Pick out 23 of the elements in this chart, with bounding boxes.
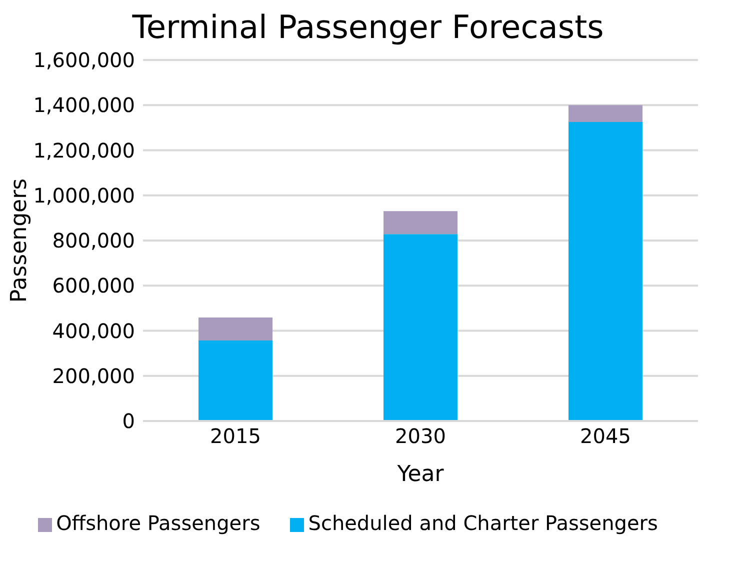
y-tick-label: 1,400,000 xyxy=(33,93,135,118)
y-tick-label: 1,000,000 xyxy=(33,183,135,208)
x-axis-title: Year xyxy=(396,462,445,487)
y-tick-label: 1,200,000 xyxy=(33,138,135,162)
x-tick-label: 2030 xyxy=(395,424,446,448)
bar xyxy=(568,105,642,122)
legend-label: Offshore Passengers xyxy=(56,511,260,535)
x-tick-label: 2045 xyxy=(580,424,631,448)
x-tick-label: 2015 xyxy=(210,424,261,448)
bar xyxy=(384,234,458,421)
y-tick-label: 0 xyxy=(122,409,135,434)
bar xyxy=(568,122,642,421)
y-tick-label: 1,600,000 xyxy=(33,48,135,72)
chart-title: Terminal Passenger Forecasts xyxy=(131,8,605,48)
bar xyxy=(198,340,272,421)
y-axis-title: Passengers xyxy=(6,178,32,303)
y-tick-label: 400,000 xyxy=(52,318,135,343)
bar xyxy=(198,317,272,340)
y-tick-label: 800,000 xyxy=(52,228,135,253)
legend-label: Scheduled and Charter Passengers xyxy=(308,511,658,535)
bar xyxy=(384,211,458,234)
y-tick-label: 200,000 xyxy=(52,364,135,388)
y-tick-label: 600,000 xyxy=(52,274,135,298)
